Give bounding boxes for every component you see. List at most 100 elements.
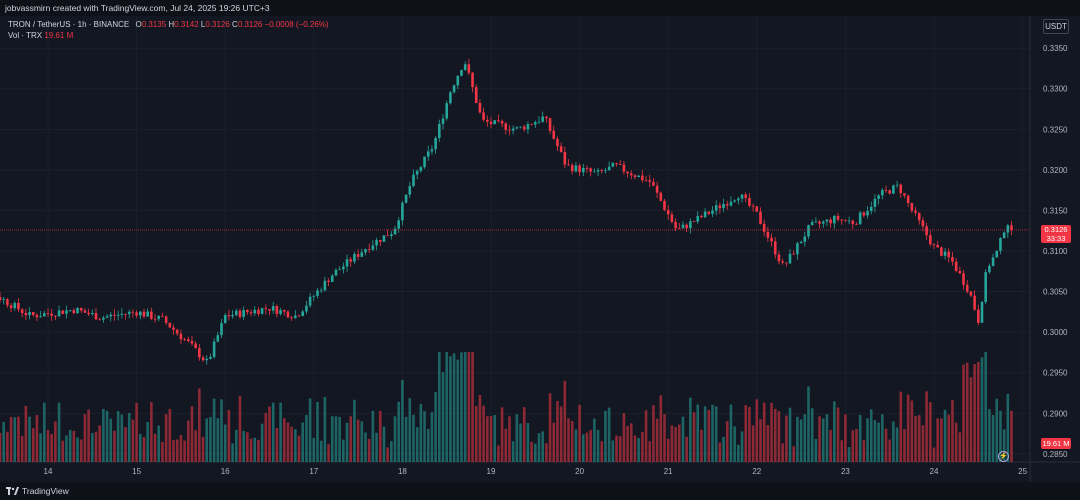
volume-bar <box>574 429 578 462</box>
candle-body <box>903 193 906 196</box>
volume-bar <box>796 416 799 462</box>
volume-bar <box>390 441 393 462</box>
volume-bar <box>308 398 312 462</box>
candle-body <box>183 339 186 341</box>
volume-bar <box>327 444 330 462</box>
volume-bar <box>508 416 511 462</box>
volume-bar <box>910 400 914 462</box>
candle-body <box>397 220 401 229</box>
candle-body <box>356 254 360 257</box>
volume-bar <box>260 423 264 462</box>
candle-body <box>700 215 703 218</box>
volume-bar <box>249 438 253 462</box>
volume-bar <box>936 418 939 462</box>
volume-bar <box>522 407 526 462</box>
candle-body <box>785 262 788 264</box>
volume-bar <box>415 427 419 462</box>
candle-body <box>294 315 297 319</box>
lightning-icon[interactable]: ⚡ <box>998 451 1009 462</box>
candle-body <box>829 219 832 224</box>
volume-bar <box>430 412 434 462</box>
candle-body <box>327 280 330 282</box>
candle-body <box>718 205 722 209</box>
volume-bar <box>600 441 604 462</box>
candle-body <box>364 249 367 253</box>
candle-body <box>6 299 9 306</box>
candle-body <box>759 211 762 224</box>
volume-bar <box>353 399 356 462</box>
candle-body <box>172 327 175 330</box>
volume-bar <box>951 400 954 462</box>
candle-body <box>131 311 135 313</box>
candle-body <box>714 205 718 211</box>
candle-body <box>666 209 670 215</box>
close-value: 0.3126 <box>237 20 263 29</box>
volume-bar <box>231 443 234 462</box>
volume-bar <box>157 425 161 462</box>
candle-body <box>61 310 65 314</box>
candle-body <box>881 189 884 196</box>
volume-bar <box>150 402 153 462</box>
candle-body <box>552 130 556 139</box>
volume-bar <box>471 352 474 462</box>
candle-body <box>648 180 652 182</box>
candle-body <box>415 170 419 175</box>
volume-bars <box>0 352 1013 462</box>
volume-bar <box>50 434 53 462</box>
candle-body <box>338 269 341 271</box>
candle-body <box>371 245 375 250</box>
candle-body <box>312 295 316 297</box>
volume-bar <box>906 394 910 462</box>
volume-bar <box>46 429 50 462</box>
volume-bar <box>113 430 116 462</box>
volume-bar <box>120 414 124 462</box>
candle-body <box>851 220 855 225</box>
currency-button[interactable]: USDT <box>1043 19 1069 34</box>
candle-body <box>146 311 149 317</box>
volume-bar <box>932 447 936 462</box>
volume-bar <box>751 425 755 462</box>
volume-bar <box>486 416 489 462</box>
volume-bar <box>869 409 873 462</box>
volume-bar <box>633 435 637 462</box>
volume-bar <box>419 403 423 462</box>
candle-body <box>467 64 471 73</box>
candle-body <box>644 180 648 181</box>
candle-body <box>873 198 877 207</box>
change-value: −0.0008 (−0.26%) <box>264 20 329 29</box>
volume-bar <box>773 408 777 462</box>
candle-body <box>803 236 807 242</box>
symbol-name[interactable]: TRON / TetherUS · 1h · BINANCE <box>8 20 130 29</box>
volume-bar <box>220 399 223 462</box>
volume-bar <box>877 422 880 462</box>
volume-bar <box>984 352 987 462</box>
volume-bar <box>35 415 39 462</box>
candle-body <box>116 314 120 316</box>
volume-bar <box>367 438 371 462</box>
candle-body <box>526 124 530 130</box>
volume-bar <box>515 414 519 462</box>
volume-bar <box>737 444 740 462</box>
volume-bar <box>2 422 5 462</box>
candle-body <box>537 121 541 123</box>
volume-bar <box>330 416 334 462</box>
candle-body <box>31 312 35 316</box>
volume-bar <box>833 401 836 462</box>
candle-body <box>282 310 286 312</box>
volume-bar <box>629 423 633 462</box>
volume-bar <box>0 432 2 462</box>
volume-label[interactable]: Vol · TRX <box>8 31 43 40</box>
volume-bar <box>762 402 766 462</box>
volume-bar <box>618 436 622 462</box>
volume-bar <box>810 408 814 462</box>
volume-bar <box>61 440 65 462</box>
candle-body <box>581 168 585 173</box>
candle-body <box>733 200 736 202</box>
candle-body <box>367 249 371 250</box>
candle-body <box>722 204 725 209</box>
candle-body <box>943 251 947 256</box>
candle-body <box>796 243 799 255</box>
candle-body <box>138 311 142 316</box>
volume-bar <box>722 436 725 462</box>
